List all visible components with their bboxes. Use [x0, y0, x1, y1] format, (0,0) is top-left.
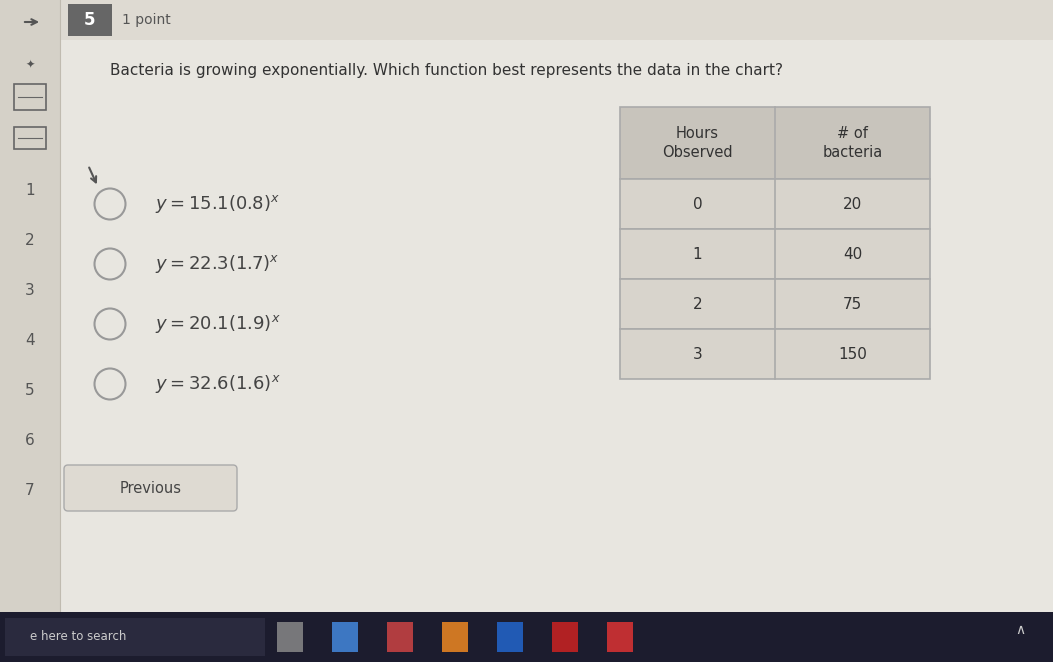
Text: 20: 20 [842, 197, 862, 211]
Bar [5, 618, 265, 656]
Bar [620, 329, 930, 379]
Bar [277, 622, 303, 652]
Text: 0: 0 [693, 197, 702, 211]
Text: 4: 4 [25, 332, 35, 348]
Text: 5: 5 [25, 383, 35, 397]
Bar [0, 0, 60, 612]
FancyBboxPatch shape [14, 84, 46, 110]
Text: 3: 3 [25, 283, 35, 297]
Text: 1: 1 [693, 246, 702, 261]
FancyBboxPatch shape [14, 127, 46, 149]
Text: $y = 15.1(0.8)^{x}$: $y = 15.1(0.8)^{x}$ [155, 193, 280, 215]
Text: e here to search: e here to search [29, 630, 126, 643]
Bar [620, 179, 930, 229]
Bar [620, 229, 930, 279]
FancyBboxPatch shape [64, 465, 237, 511]
Text: 150: 150 [838, 346, 867, 361]
Text: Previous: Previous [119, 481, 181, 495]
Bar [607, 622, 633, 652]
Bar [60, 0, 1053, 40]
Text: 2: 2 [693, 297, 702, 312]
Text: ∧: ∧ [1015, 623, 1025, 637]
Text: 6: 6 [25, 432, 35, 448]
Text: 5: 5 [84, 11, 96, 29]
Text: Hours
Observed: Hours Observed [662, 126, 733, 160]
Bar [0, 612, 1053, 662]
Text: # of
bacteria: # of bacteria [822, 126, 882, 160]
Text: 3: 3 [693, 346, 702, 361]
Bar [68, 4, 112, 36]
Text: 75: 75 [842, 297, 862, 312]
Bar [552, 622, 578, 652]
Text: 7: 7 [25, 483, 35, 498]
Bar [620, 107, 930, 179]
Text: ✦: ✦ [25, 60, 35, 70]
Bar [620, 279, 930, 329]
Text: 1 point: 1 point [122, 13, 171, 27]
Text: Bacteria is growing exponentially. Which function best represents the data in th: Bacteria is growing exponentially. Which… [110, 62, 783, 77]
Text: $y = 22.3(1.7)^{x}$: $y = 22.3(1.7)^{x}$ [155, 253, 279, 275]
Text: 40: 40 [842, 246, 862, 261]
Bar [332, 622, 358, 652]
Text: 1: 1 [25, 183, 35, 197]
Bar [497, 622, 523, 652]
Text: 2: 2 [25, 232, 35, 248]
Text: $y = 32.6(1.6)^{x}$: $y = 32.6(1.6)^{x}$ [155, 373, 281, 395]
Text: $y = 20.1(1.9)^{x}$: $y = 20.1(1.9)^{x}$ [155, 313, 281, 335]
Bar [388, 622, 413, 652]
Bar [442, 622, 468, 652]
